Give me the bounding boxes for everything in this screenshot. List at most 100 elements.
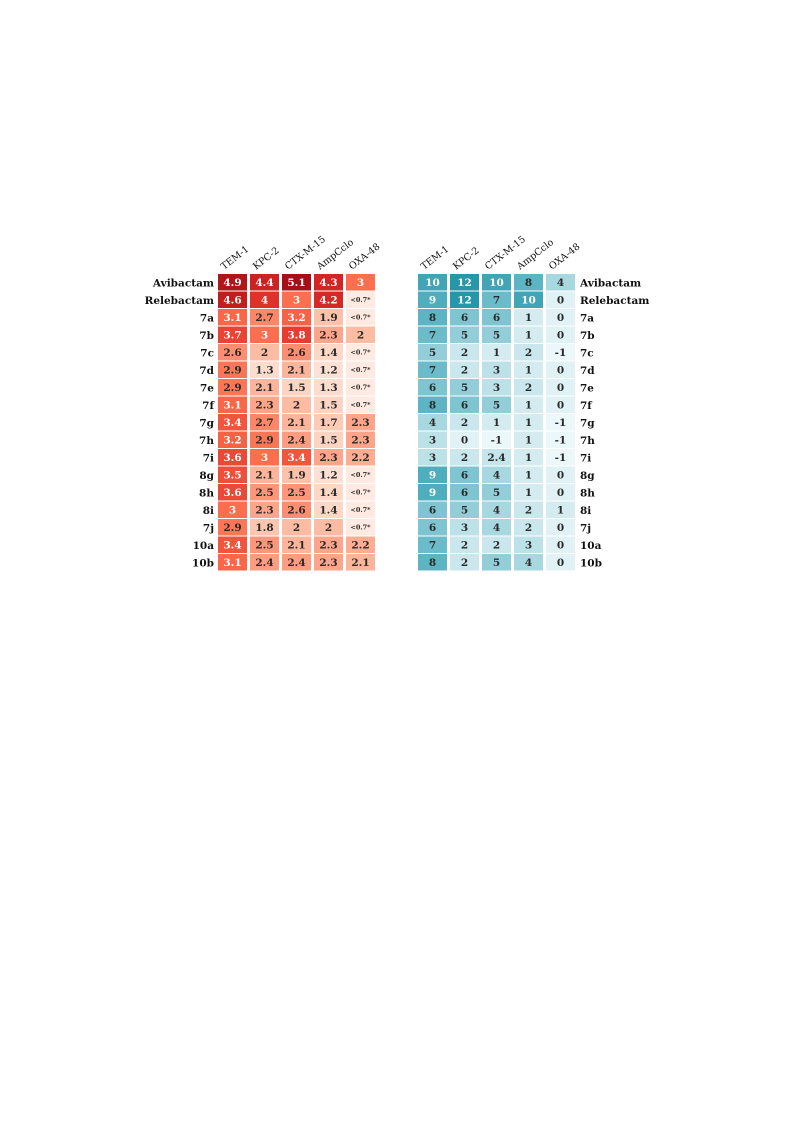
heatmap-cell (450, 519, 479, 536)
heatmap-cell (482, 379, 511, 396)
cell-value-label: 2 (461, 417, 468, 429)
row-label: 7h (580, 435, 595, 447)
cell-value-label: 2.3 (319, 557, 337, 569)
cell-value-label: 3.4 (223, 540, 241, 552)
heatmap-cell (314, 519, 343, 536)
heatmap-cell (514, 554, 543, 571)
row-label: 8i (203, 505, 214, 517)
cell-value-label: 1 (525, 400, 532, 412)
right-heatmap: TEM-1 KPC-2 CTX-M-15AmpCcloOXA-48Avibactam… (418, 234, 649, 571)
row-label: 8h (199, 487, 214, 499)
heatmap-cell (450, 396, 479, 413)
heatmap-cell (450, 431, 479, 448)
heatmap-cell (546, 554, 575, 571)
cell-value-label: 4 (261, 295, 268, 307)
cell-value-label: 1 (525, 312, 532, 324)
cell-value-label: 1.5 (287, 382, 305, 394)
row-label: 7b (580, 330, 595, 342)
cell-value-label: 3 (461, 522, 468, 534)
cell-value-label: 5 (429, 347, 436, 359)
cell-value-label: <0.7* (350, 366, 371, 374)
heatmap-cell (514, 291, 543, 308)
heatmap-cell (250, 466, 279, 483)
heatmap-cell (282, 484, 311, 501)
heatmap-cell (418, 484, 447, 501)
row-label: 7a (580, 312, 594, 324)
cell-value-label: 2.1 (287, 365, 305, 377)
cell-value-label: -1 (555, 435, 567, 447)
cell-value-label: 3 (429, 452, 436, 464)
cell-value-label: 3 (493, 365, 500, 377)
heatmap-cell (282, 554, 311, 571)
heatmap-cell (314, 501, 343, 518)
heatmap-cell (450, 536, 479, 553)
heatmap-cell (546, 344, 575, 361)
cell-value-label: 3 (261, 452, 268, 464)
heatmap-cell (546, 309, 575, 326)
heatmap-cell (314, 484, 343, 501)
cell-value-label: 5.1 (287, 277, 305, 289)
heatmap-cell (514, 326, 543, 343)
cell-value-label: 6 (461, 487, 468, 499)
heatmap-cell (482, 431, 511, 448)
row-label: 7c (200, 347, 214, 359)
cell-value-label: 3.4 (223, 417, 241, 429)
cell-value-label: 1.2 (319, 365, 337, 377)
cell-value-label: 3 (429, 435, 436, 447)
heatmap-cell (450, 466, 479, 483)
heatmap-cell (450, 361, 479, 378)
heatmap-cell (314, 361, 343, 378)
heatmap-cell (482, 274, 511, 291)
heatmap-cell (282, 291, 311, 308)
heatmap-cell (314, 291, 343, 308)
cell-value-label: 4.4 (255, 277, 273, 289)
heatmap-cell (418, 414, 447, 431)
cell-value-label: <0.7* (350, 296, 371, 304)
cell-value-label: <0.7* (350, 384, 371, 392)
cell-value-label: 1 (525, 487, 532, 499)
heatmap-cell (514, 309, 543, 326)
cell-value-label: 0 (557, 470, 564, 482)
column-label: KPC-2 (451, 245, 481, 272)
heatmap-cell (450, 344, 479, 361)
heatmap-cell (250, 274, 279, 291)
cell-value-label: 2 (261, 347, 268, 359)
heatmap-cell (482, 466, 511, 483)
heatmap-cell (218, 361, 247, 378)
cell-value-label: 10 (521, 295, 536, 307)
cell-value-label: 2.5 (255, 540, 273, 552)
row-label: 7d (199, 365, 214, 377)
cell-value-label: 2.9 (223, 365, 241, 377)
cell-value-label: 8 (429, 400, 436, 412)
cell-value-label: 3 (493, 382, 500, 394)
cell-value-label: 3 (293, 295, 300, 307)
heatmap-cell (546, 519, 575, 536)
cell-value-label: 6 (429, 505, 436, 517)
heatmap-cell (282, 519, 311, 536)
cell-value-label: 4 (493, 505, 500, 517)
cell-value-label: 1.4 (319, 347, 337, 359)
heatmap-cell (282, 466, 311, 483)
cell-value-label: 2.6 (287, 505, 305, 517)
heatmap-cell (546, 431, 575, 448)
cell-value-label: 2 (461, 452, 468, 464)
left-heatmap: TEM-1 KPC-2 CTX-M-15AmpCcloOXA-48Avibactam… (145, 234, 382, 571)
row-label: 8g (580, 470, 595, 482)
row-label: 10b (580, 557, 602, 569)
cell-value-label: 2.2 (351, 540, 369, 552)
column-label: KPC-2 (251, 245, 281, 272)
heatmap-cell (346, 344, 375, 361)
cell-value-label: 2.9 (255, 435, 273, 447)
row-label: Avibactam (579, 277, 641, 289)
row-label: 7i (203, 452, 214, 464)
cell-value-label: 2 (461, 347, 468, 359)
heatmap-cell (250, 484, 279, 501)
cell-value-label: 1 (525, 365, 532, 377)
cell-value-label: 3.4 (287, 452, 305, 464)
cell-value-label: 2.4 (255, 557, 273, 569)
heatmap-cell (346, 519, 375, 536)
heatmap-cell (482, 361, 511, 378)
heatmap-cell (218, 484, 247, 501)
heatmap-cell (250, 501, 279, 518)
cell-value-label: 0 (557, 295, 564, 307)
